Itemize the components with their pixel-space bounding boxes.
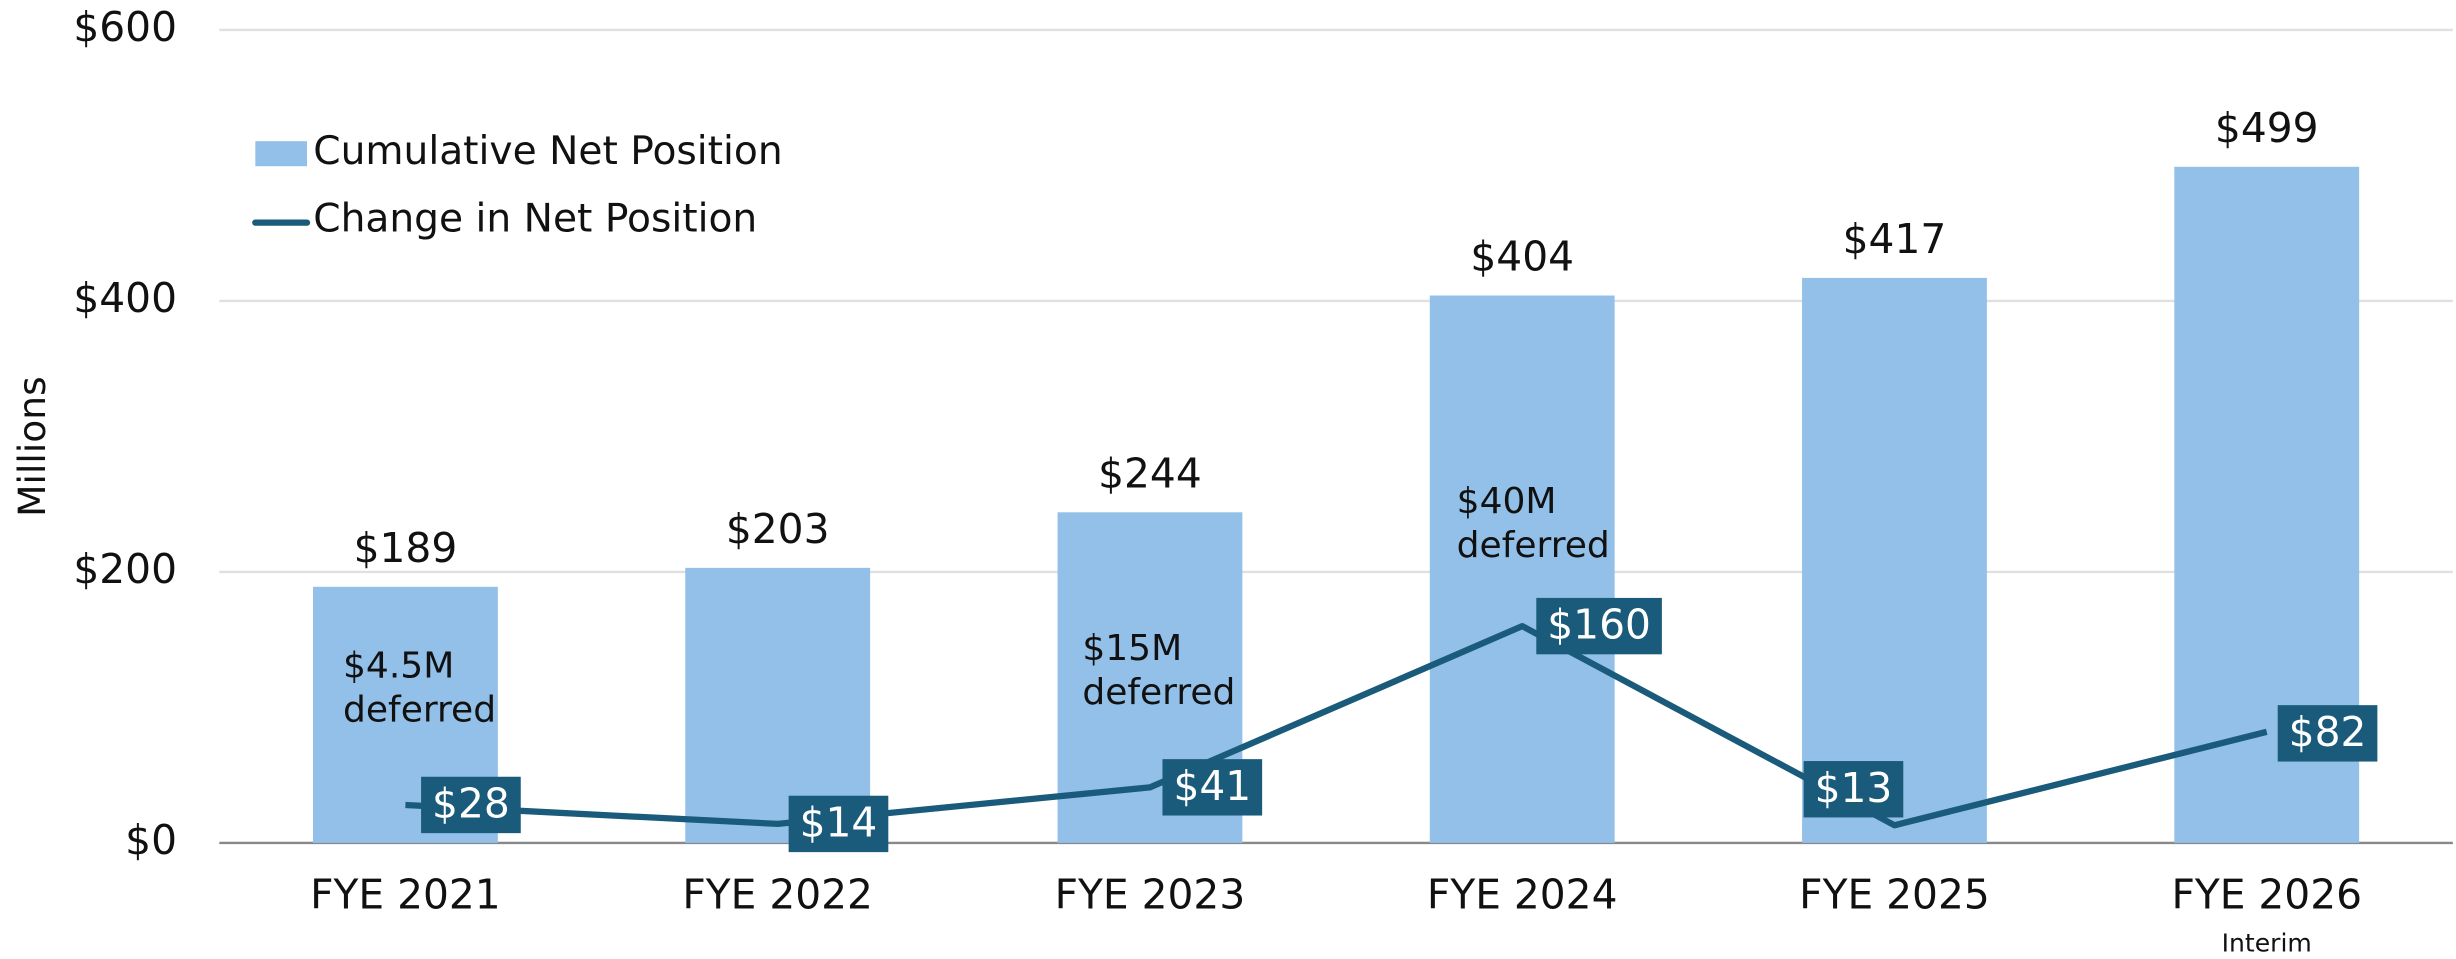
label-box: [421, 776, 521, 834]
bar-value-label: $404: [1470, 232, 1574, 280]
annotation: deferred: [343, 689, 496, 730]
x-tick-label: FYE 2022: [682, 871, 873, 919]
legend-label: Change in Net Position: [313, 197, 757, 242]
line-value-label: $41: [1162, 759, 1263, 816]
bar: [1802, 277, 1987, 843]
y-tick-label: $0: [125, 816, 177, 864]
annotation: $40M: [1457, 481, 1557, 522]
category-note: Interim: [2222, 929, 2312, 958]
annotation: deferred: [1457, 525, 1610, 566]
line-value-label-text: $160: [1547, 601, 1651, 649]
bar: [1429, 295, 1615, 843]
line-value-label-text: $82: [2289, 708, 2367, 756]
x-tick-label: FYE 2023: [1055, 871, 1246, 919]
line-value-label-text: $14: [800, 798, 878, 846]
label-box: [788, 795, 889, 853]
bar-value-label: $244: [1098, 449, 1202, 497]
line: [405, 622, 2268, 829]
label-box: [1536, 597, 1662, 655]
bar-value-label: $499: [2215, 104, 2319, 152]
line-value-label: $13: [1803, 761, 1904, 818]
x-tick-label: FYE 2024: [1427, 871, 1618, 919]
label-box: [1803, 761, 1904, 818]
bar-value-label: $189: [354, 524, 458, 572]
legend-swatch: [255, 141, 307, 167]
x-tick-label: FYE 2025: [1799, 871, 1990, 919]
legend-label: Cumulative Net Position: [313, 129, 782, 174]
line-value-label-text: $28: [432, 780, 510, 828]
y-tick-label: $200: [73, 545, 177, 593]
annotation: $15M: [1082, 628, 1182, 669]
y-axis-label: Millions: [10, 376, 54, 517]
x-tick-label: FYE 2026: [2171, 871, 2362, 919]
line-value-label: $28: [421, 776, 521, 834]
bar-value-label: $203: [726, 505, 830, 553]
annotation: $4.5M: [343, 645, 454, 686]
line-value-label: $82: [2277, 705, 2378, 762]
annotation: deferred: [1082, 672, 1235, 713]
label-box: [2277, 705, 2378, 762]
bar-value-label: $417: [1843, 215, 1947, 263]
label-box: [1162, 759, 1263, 816]
line-value-label: $160: [1536, 597, 1662, 655]
y-tick-label: $600: [73, 3, 177, 51]
line-value-label: $14: [788, 795, 889, 853]
y-tick-label: $400: [73, 274, 177, 322]
line-value-label-text: $13: [1815, 764, 1893, 812]
x-tick-label: FYE 2021: [310, 871, 501, 919]
line-value-label-text: $41: [1173, 762, 1251, 810]
